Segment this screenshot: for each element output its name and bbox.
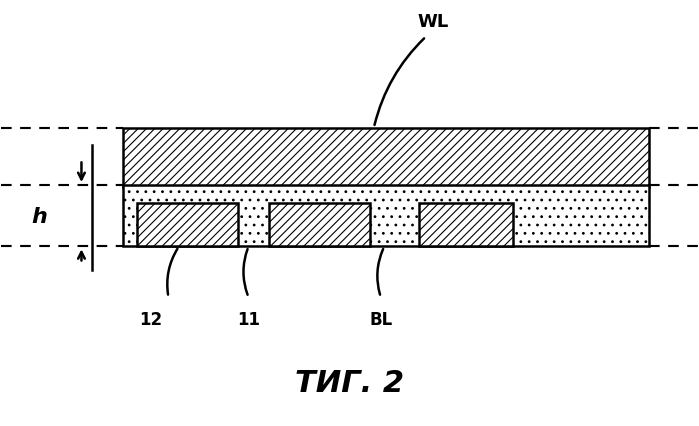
Text: h: h	[31, 207, 48, 226]
Text: WL: WL	[417, 13, 449, 31]
Text: 11: 11	[237, 311, 260, 328]
Bar	[269, 204, 370, 246]
Text: ΤИГ. 2: ΤИГ. 2	[295, 368, 404, 397]
Text: BL: BL	[369, 311, 392, 328]
Bar	[123, 185, 649, 247]
Bar	[123, 128, 649, 187]
Bar	[137, 204, 238, 246]
Bar	[419, 204, 513, 246]
Text: 12: 12	[140, 311, 163, 328]
